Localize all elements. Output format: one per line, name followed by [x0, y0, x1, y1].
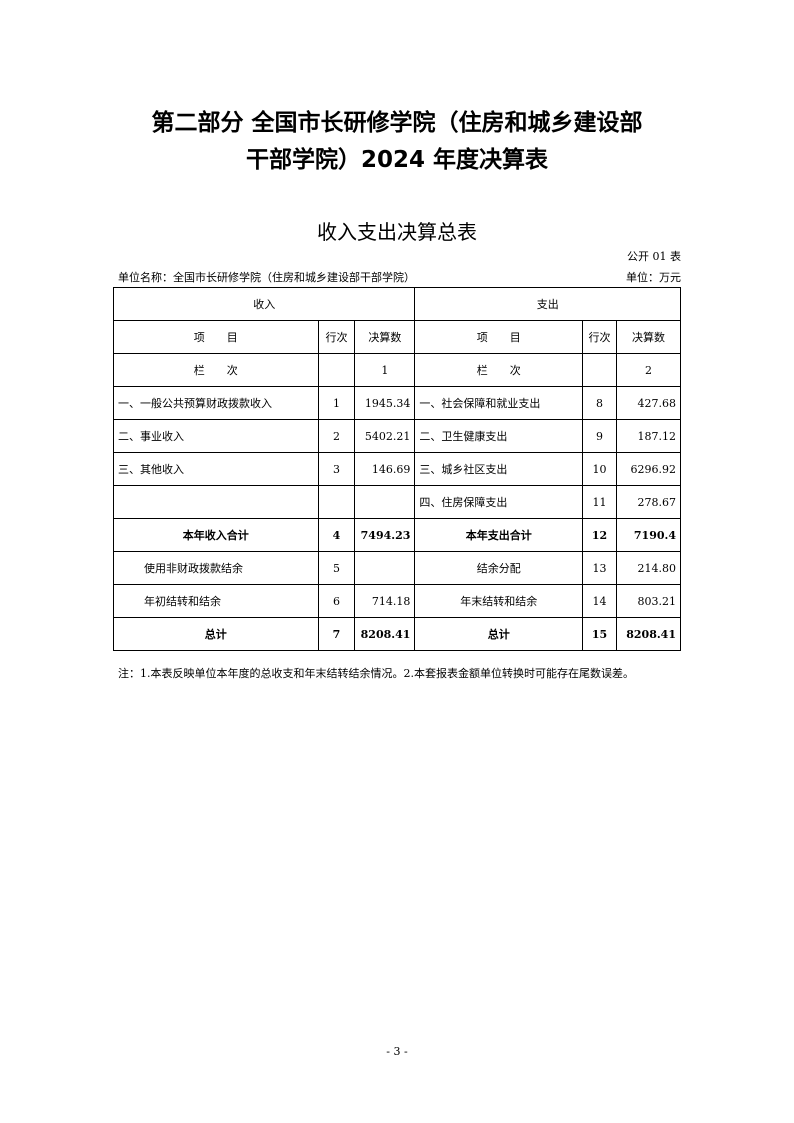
col-line: 行次 [582, 320, 617, 354]
cell-ex-amt: 803.21 [615, 584, 682, 618]
table-row: 总计 7 8208.41 总计 15 8208.41 [113, 617, 682, 651]
cell-ex-line: 11 [582, 485, 617, 519]
cell-in-item: 使用非财政拨款结余 [113, 551, 319, 585]
cell-in-item: 二、事业收入 [113, 419, 319, 453]
cell-in-amt: 8208.41 [354, 617, 416, 651]
col-amount: 决算数 [354, 320, 416, 354]
cell-in-line: 3 [317, 452, 356, 486]
table-row: 年初结转和结余 6 714.18 年末结转和结余 14 803.21 [113, 584, 682, 618]
col-item: 项 目 [414, 320, 584, 354]
cell-in-line: 6 [317, 584, 356, 618]
expense-header: 支出 [414, 287, 681, 321]
cell-ex-line: 9 [582, 419, 617, 453]
form-number: 公开 01 表 [627, 250, 681, 263]
cell-in-line [317, 485, 356, 519]
cell-in-item: 一、一般公共预算财政拨款收入 [113, 386, 319, 420]
cell-in-item: 三、其他收入 [113, 452, 319, 486]
col-index-2: 2 [615, 353, 682, 387]
cell-in-amt: 1945.34 [354, 386, 416, 420]
cell-in-item [113, 485, 319, 519]
cell-in-line: 5 [317, 551, 356, 585]
cell-ex-amt: 187.12 [615, 419, 682, 453]
cell-ex-amt: 7190.4 [615, 518, 682, 552]
cell-in-amt: 146.69 [354, 452, 416, 486]
page-title-line1: 第二部分 全国市长研修学院（住房和城乡建设部 [151, 110, 643, 136]
col-index-1: 1 [354, 353, 416, 387]
table-row: 三、其他收入 3 146.69 三、城乡社区支出 10 6296.92 [113, 452, 682, 486]
cell-in-line: 4 [317, 518, 356, 552]
cell-ex-item: 总计 [414, 617, 584, 651]
cell-ex-line: 8 [582, 386, 617, 420]
cell-in-amt [354, 551, 416, 585]
cell-ex-amt: 8208.41 [615, 617, 682, 651]
cell-ex-item: 三、城乡社区支出 [414, 452, 584, 486]
table-row: 一、一般公共预算财政拨款收入 1 1945.34 一、社会保障和就业支出 8 427.68 [113, 386, 682, 420]
cell-ex-line: 13 [582, 551, 617, 585]
table-title: 收入支出决算总表 [317, 220, 477, 244]
cell-ex-line: 12 [582, 518, 617, 552]
cell-ex-line: 14 [582, 584, 617, 618]
cell-in-item: 总计 [113, 617, 319, 651]
cell-in-amt: 714.18 [354, 584, 416, 618]
col-index-label: 栏 次 [113, 353, 319, 387]
unit-name: 单位名称：全国市长研修学院（住房和城乡建设部干部学院） [118, 271, 415, 284]
unit-label: 单位：万元 [626, 271, 681, 284]
table-row: 四、住房保障支出 11 278.67 [113, 485, 682, 519]
table-row: 二、事业收入 2 5402.21 二、卫生健康支出 9 187.12 [113, 419, 682, 453]
cell-in-line: 7 [317, 617, 356, 651]
income-header: 收入 [112, 287, 416, 321]
cell-ex-line: 15 [582, 617, 617, 651]
cell-ex-amt: 427.68 [615, 386, 682, 420]
cell-ex-amt: 6296.92 [615, 452, 682, 486]
table-row: 使用非财政拨款结余 5 结余分配 13 214.80 [113, 551, 682, 585]
cell-in-item: 本年收入合计 [113, 518, 319, 552]
cell-in-amt: 5402.21 [354, 419, 416, 453]
cell-in-line: 2 [317, 419, 356, 453]
cell-ex-line: 10 [582, 452, 617, 486]
cell-ex-item: 一、社会保障和就业支出 [414, 386, 584, 420]
col-item: 项 目 [113, 320, 319, 354]
page-title-line2: 干部学院）2024 年度决算表 [245, 147, 549, 173]
col-index-label: 栏 次 [414, 353, 584, 387]
table-row: 本年收入合计 4 7494.23 本年支出合计 12 7190.4 [113, 518, 682, 552]
page-number: - 3 - [386, 1045, 408, 1058]
cell-ex-amt: 214.80 [615, 551, 682, 585]
cell-in-item: 年初结转和结余 [113, 584, 319, 618]
cell-in-line: 1 [317, 386, 356, 420]
cell-ex-item: 结余分配 [414, 551, 584, 585]
cell-in-amt: 7494.23 [354, 518, 416, 552]
cell-ex-item: 本年支出合计 [414, 518, 584, 552]
footnote: 注：1.本表反映单位本年度的总收支和年末结转结余情况。2.本套报表金额单位转换时… [118, 667, 634, 680]
col-amount: 决算数 [615, 320, 682, 354]
cell-in-amt [354, 485, 416, 519]
cell-ex-item: 年末结转和结余 [414, 584, 584, 618]
cell-ex-amt: 278.67 [615, 485, 682, 519]
cell-ex-item: 二、卫生健康支出 [414, 419, 584, 453]
col-line: 行次 [317, 320, 356, 354]
cell-ex-item: 四、住房保障支出 [414, 485, 584, 519]
